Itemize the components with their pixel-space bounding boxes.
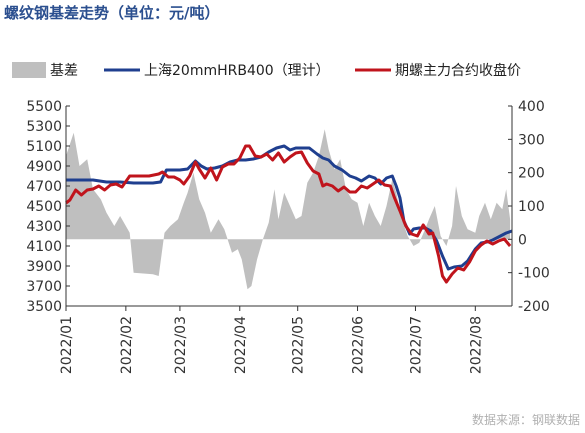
x-tick-label: 2022/03	[173, 316, 189, 374]
series-basis-area	[66, 129, 511, 290]
legend-label-futures: 期螺主力合约收盘价	[395, 62, 521, 79]
series-spot-line	[66, 144, 513, 271]
y-left-tick-label: 3700	[26, 279, 62, 295]
x-tick-label: 2022/07	[408, 316, 424, 374]
x-tick-label: 2022/08	[468, 316, 484, 374]
y-left-tick-label: 5100	[26, 139, 62, 155]
y-right-tick-label: 300	[518, 132, 545, 148]
y-right-tick-label: -100	[518, 266, 550, 282]
y-right-tick-label: -200	[518, 299, 550, 315]
y-right-tick-label: 100	[518, 199, 545, 215]
y-left-tick-label: 5300	[26, 119, 62, 135]
y-left-tick-label: 4700	[26, 179, 62, 195]
y-right-tick-label: 400	[518, 99, 545, 115]
x-tick-label: 2022/01	[59, 316, 75, 374]
plot-area	[65, 129, 513, 290]
y-left-tick-label: 3500	[26, 299, 62, 315]
axes: 3500 3700 3900 4100 4300 4500 4700 4900 5100 5300…	[26, 99, 549, 374]
y-left-tick-label: 4300	[26, 219, 62, 235]
legend-label-spot: 上海20mmHRB400（理计）	[144, 63, 330, 79]
y-right-tick-label: 200	[518, 166, 545, 182]
legend-swatch-basis	[12, 62, 46, 78]
y-left-tick-label: 4100	[26, 239, 62, 255]
series-futures-line	[65, 144, 512, 284]
legend-label-basis: 基差	[50, 62, 78, 79]
source-note: 数据来源：钢联数据	[472, 412, 580, 427]
y-right-tick-label: 0	[518, 232, 527, 248]
x-tick-label: 2022/06	[351, 316, 367, 374]
y-left-tick-label: 4500	[26, 199, 62, 215]
y-left-tick-label: 4900	[26, 159, 62, 175]
y-left-tick-label: 3900	[26, 259, 62, 275]
legend: 基差 上海20mmHRB400（理计） 期螺主力合约收盘价	[12, 62, 521, 79]
y-left-tick-label: 5500	[26, 99, 62, 115]
x-tick-label: 2022/04	[233, 316, 249, 374]
chart-title: 螺纹钢基差走势（单位：元/吨）	[4, 4, 219, 22]
x-tick-label: 2022/02	[119, 316, 135, 374]
x-tick-label: 2022/05	[291, 316, 307, 374]
